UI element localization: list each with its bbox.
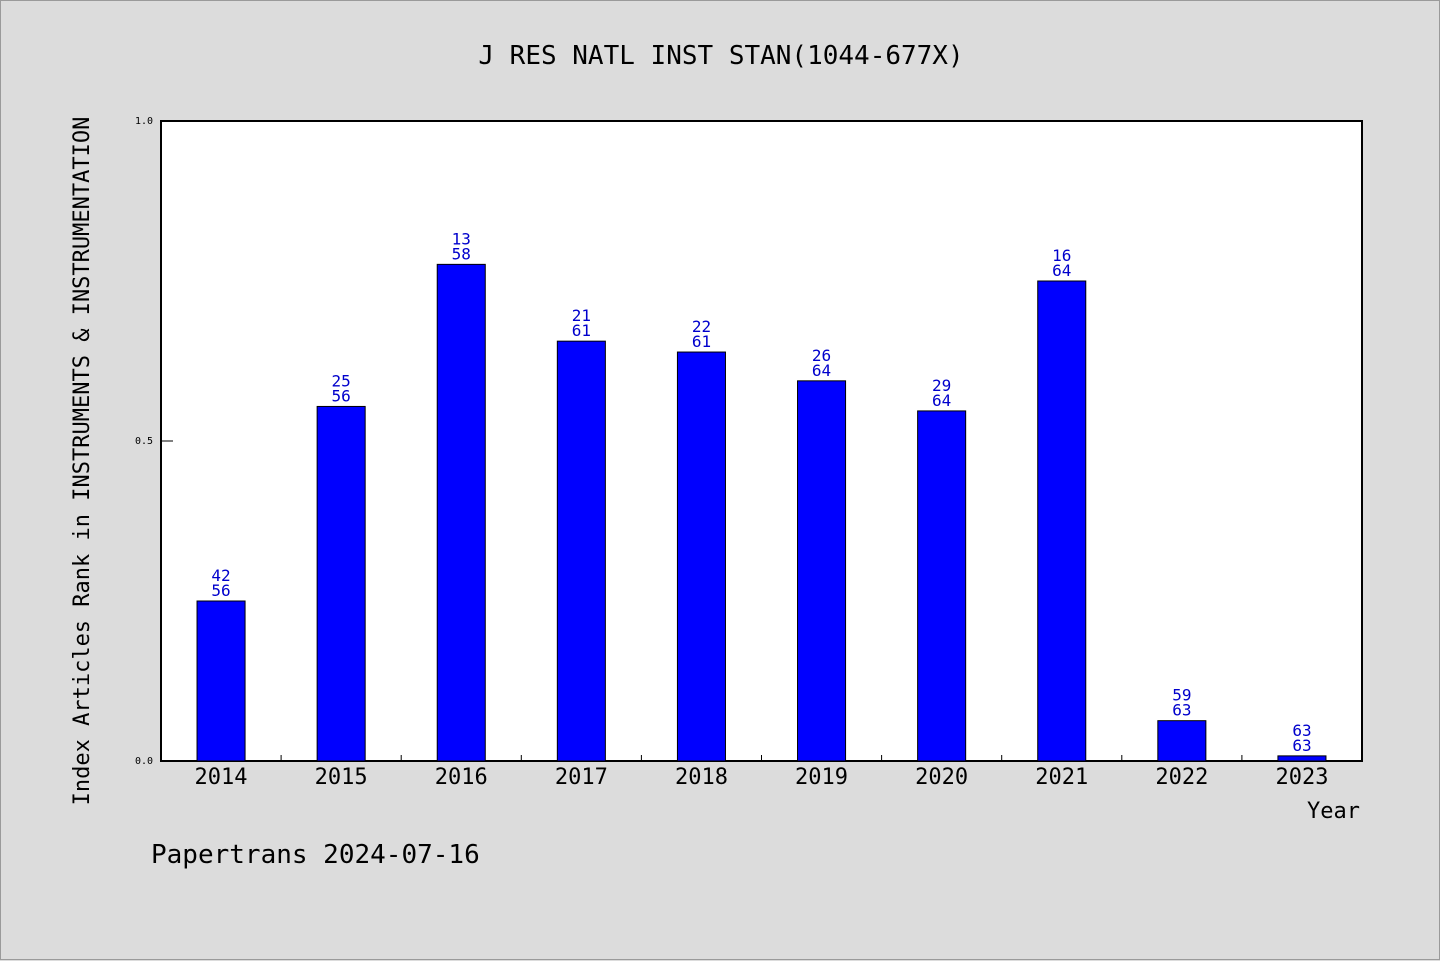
x-axis-ticks: 2014 2015 2016 2017 2018 2019 2020 2021 2022 2023 (195, 755, 1328, 790)
bar-label-total: 61 (572, 321, 591, 340)
bar-label-total: 64 (1052, 261, 1071, 280)
bar-2020 (917, 410, 967, 762)
bar-2023 (1277, 755, 1327, 762)
bars-group (196, 263, 1327, 762)
bar-label-rank: 22 (692, 317, 711, 336)
x-tick-label: 2019 (795, 765, 848, 790)
x-axis-label: Year (1307, 799, 1360, 824)
x-tick-label: 2018 (675, 765, 728, 790)
bar-label-total: 64 (812, 361, 831, 380)
bar-label-total: 63 (1172, 701, 1191, 720)
bar-2014 (196, 600, 246, 762)
bar-label-rank: 42 (211, 566, 230, 585)
chart-title: J RES NATL INST STAN(1044-677X) (478, 41, 963, 71)
bar-label-rank: 29 (932, 376, 951, 395)
bar-label-total: 64 (932, 391, 951, 410)
bar-label-rank: 16 (1052, 246, 1071, 265)
bar-label-rank: 21 (572, 306, 591, 325)
y-tick-label: 1.0 (135, 116, 153, 127)
bar-2018 (676, 351, 726, 762)
x-tick-label: 2016 (435, 765, 488, 790)
bar-label-total: 56 (211, 581, 230, 600)
bar-label-total: 61 (692, 332, 711, 351)
footer-text: Papertrans 2024-07-16 (151, 840, 480, 870)
bar-label-rank: 13 (452, 229, 471, 248)
y-tick-label: 0.5 (135, 436, 153, 447)
y-tick-label: 0.0 (135, 756, 153, 767)
bar-2016 (436, 263, 486, 762)
bar-label-rank: 63 (1292, 721, 1311, 740)
x-tick-label: 2021 (1035, 765, 1088, 790)
bar-2019 (797, 380, 847, 762)
x-tick-label: 2017 (555, 765, 608, 790)
x-tick-label: 2022 (1155, 765, 1208, 790)
bar-2015 (316, 405, 366, 762)
y-axis-ticks: 0.0 0.5 1.0 (135, 116, 173, 767)
bar-label-rank: 26 (812, 346, 831, 365)
bar-label-total: 56 (332, 386, 351, 405)
bar-label-rank: 59 (1172, 686, 1191, 705)
bar-label-total: 58 (452, 244, 471, 263)
x-tick-label: 2023 (1275, 765, 1328, 790)
y-axis-label: Index Articles Rank in INSTRUMENTS & INS… (70, 117, 95, 806)
bar-2022 (1157, 720, 1207, 762)
bar-label-rank: 25 (332, 371, 351, 390)
x-tick-label: 2020 (915, 765, 968, 790)
bar-2021 (1037, 280, 1087, 762)
bar-2017 (556, 340, 606, 762)
x-tick-label: 2015 (315, 765, 368, 790)
bar-label-total: 63 (1292, 736, 1311, 755)
x-tick-label: 2014 (195, 765, 248, 790)
